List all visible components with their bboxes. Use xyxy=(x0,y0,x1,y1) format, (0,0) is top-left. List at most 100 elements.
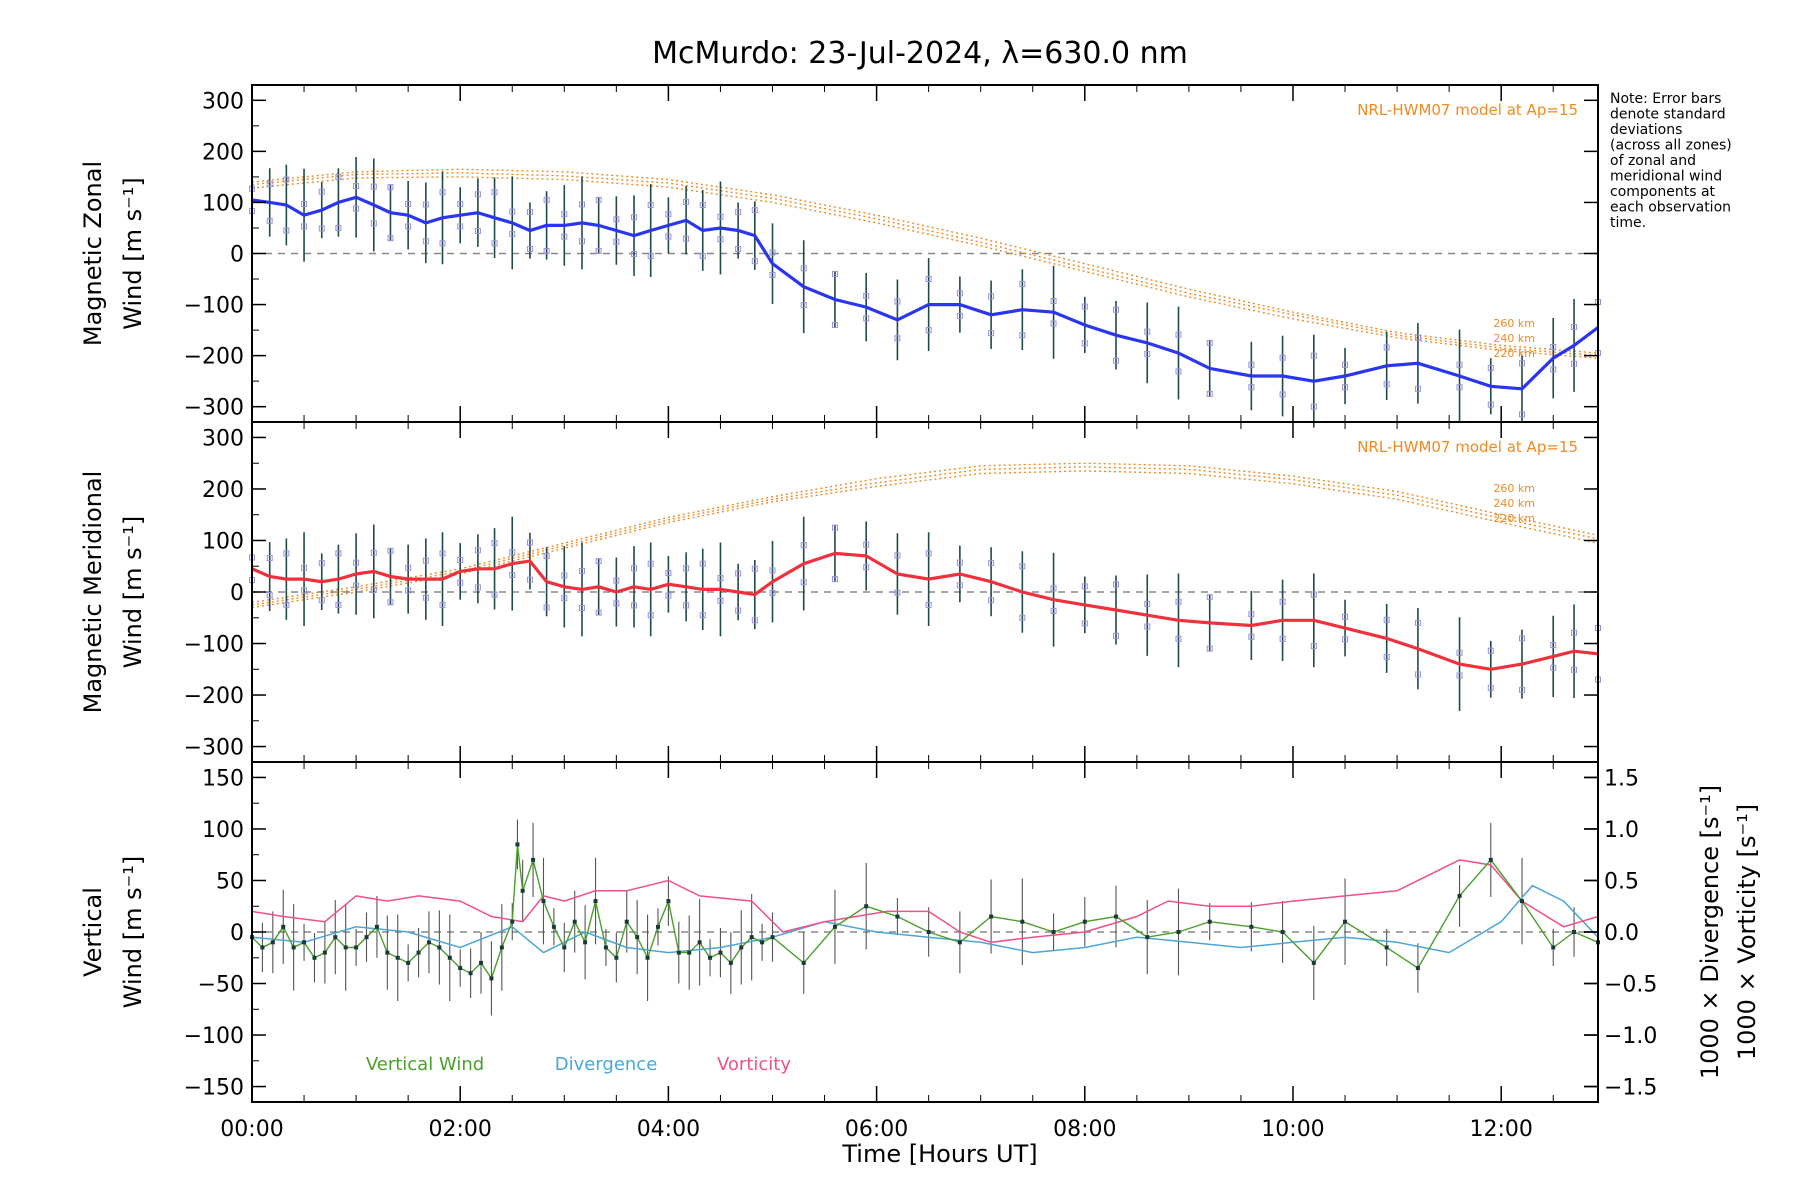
vertical-wind-point xyxy=(1457,893,1462,898)
zone-marker xyxy=(301,200,308,207)
zone-marker xyxy=(578,604,585,611)
y2-tick-label: −1.5 xyxy=(1604,1076,1657,1101)
vertical-wind-point xyxy=(499,945,504,950)
zone-marker xyxy=(422,238,429,245)
zone-marker xyxy=(405,200,412,207)
vertical-wind-point xyxy=(374,924,379,929)
zone-marker xyxy=(1550,366,1557,373)
zone-marker xyxy=(925,327,932,334)
zone-marker xyxy=(1081,340,1088,347)
y-tick-label: −100 xyxy=(184,294,244,319)
zone-marker xyxy=(318,225,325,232)
zone-marker xyxy=(925,550,932,557)
zone-marker xyxy=(1050,608,1057,615)
zone-marker xyxy=(769,271,776,278)
y-axis-label: Magnetic Meridional xyxy=(79,471,107,714)
zone-marker xyxy=(988,330,995,337)
y-tick-label: 300 xyxy=(202,89,244,114)
note-line: of zonal and xyxy=(1610,153,1696,169)
model-label: NRL-HWM07 model at Ap=15 xyxy=(1357,101,1578,119)
vertical-wind-point xyxy=(1488,857,1493,862)
zone-marker xyxy=(491,540,498,547)
zone-marker xyxy=(831,524,838,531)
zone-marker xyxy=(956,559,963,566)
zone-marker xyxy=(751,617,758,624)
zone-marker xyxy=(301,587,308,594)
zone-marker xyxy=(1019,614,1026,621)
vertical-wind-point xyxy=(1311,960,1316,965)
vertical-wind-point xyxy=(1176,930,1181,934)
zone-marker xyxy=(595,196,602,203)
zone-marker xyxy=(925,276,932,283)
vertical-wind-point xyxy=(343,945,348,950)
y-tick-label: 100 xyxy=(202,191,244,216)
vertical-wind-point xyxy=(416,950,421,955)
zone-marker xyxy=(1050,585,1057,592)
zone-marker xyxy=(1279,598,1286,605)
zone-marker xyxy=(283,227,290,234)
vorticity-line xyxy=(251,859,1599,944)
zone-marker xyxy=(509,231,516,238)
vertical-wind-point xyxy=(728,960,733,965)
zone-marker xyxy=(439,550,446,557)
zone-marker xyxy=(387,547,394,554)
zone-marker xyxy=(1487,647,1494,654)
y-axis-label: Magnetic Zonal xyxy=(79,161,107,346)
zone-marker xyxy=(1081,620,1088,627)
zone-marker xyxy=(1456,361,1463,368)
zone-marker xyxy=(1206,645,1213,652)
vertical-wind-point xyxy=(551,924,556,929)
zone-marker xyxy=(353,582,360,589)
vertical-wind-point xyxy=(333,935,338,940)
zone-marker xyxy=(613,238,620,245)
vertical-wind-point xyxy=(749,935,754,940)
vertical-wind-point xyxy=(1207,919,1212,924)
zone-marker xyxy=(717,597,724,604)
zone-marker xyxy=(439,189,446,196)
note-line: components at xyxy=(1610,184,1716,200)
zone-marker xyxy=(1383,381,1390,388)
zone-marker xyxy=(561,233,568,240)
zone-marker xyxy=(1310,643,1317,650)
vertical-wind-point xyxy=(479,960,484,965)
model-curve-260km xyxy=(251,462,1599,603)
vertical-wind-point xyxy=(718,950,723,955)
vertical-wind-point xyxy=(801,960,806,965)
vertical-wind-point xyxy=(593,899,598,904)
zone-marker xyxy=(800,579,807,586)
note-line: time. xyxy=(1610,215,1646,231)
zone-marker xyxy=(1248,611,1255,618)
zone-marker xyxy=(1342,384,1349,391)
zone-marker xyxy=(1550,642,1557,649)
vertical-wind-point xyxy=(1520,899,1525,904)
vertical-wind-point xyxy=(1572,930,1577,934)
x-tick-label: 00:00 xyxy=(220,1117,283,1142)
zone-marker xyxy=(831,270,838,277)
zone-marker xyxy=(800,542,807,549)
vertical-wind-point xyxy=(531,857,536,862)
zone-marker xyxy=(1144,351,1151,358)
y2-tick-label: −1.0 xyxy=(1604,1024,1657,1049)
error-bar-note: Note: Error bars denote standard deviation… xyxy=(1610,91,1732,231)
vertical-wind-point xyxy=(291,945,296,950)
zone-marker xyxy=(283,176,290,183)
vertical-wind-point xyxy=(520,888,525,893)
zone-marker xyxy=(1550,664,1557,671)
zone-marker xyxy=(683,198,690,205)
y-tick-label: −100 xyxy=(184,633,244,658)
note-line: denote standard xyxy=(1610,107,1726,123)
vertical-wind-point xyxy=(541,899,546,904)
y-tick-label: −200 xyxy=(184,345,244,370)
zone-marker xyxy=(543,196,550,203)
zone-marker xyxy=(439,240,446,247)
zone-marker xyxy=(491,189,498,196)
zone-marker xyxy=(683,235,690,242)
zone-marker xyxy=(631,214,638,221)
zone-marker xyxy=(370,586,377,593)
zone-marker xyxy=(457,223,464,230)
y-axis-label: Wind [m s⁻¹] xyxy=(119,177,147,329)
note-line: deviations xyxy=(1610,122,1682,138)
divergence-axis-label: 1000 × Divergence [s⁻¹] xyxy=(1696,785,1724,1079)
zone-marker xyxy=(405,564,412,571)
